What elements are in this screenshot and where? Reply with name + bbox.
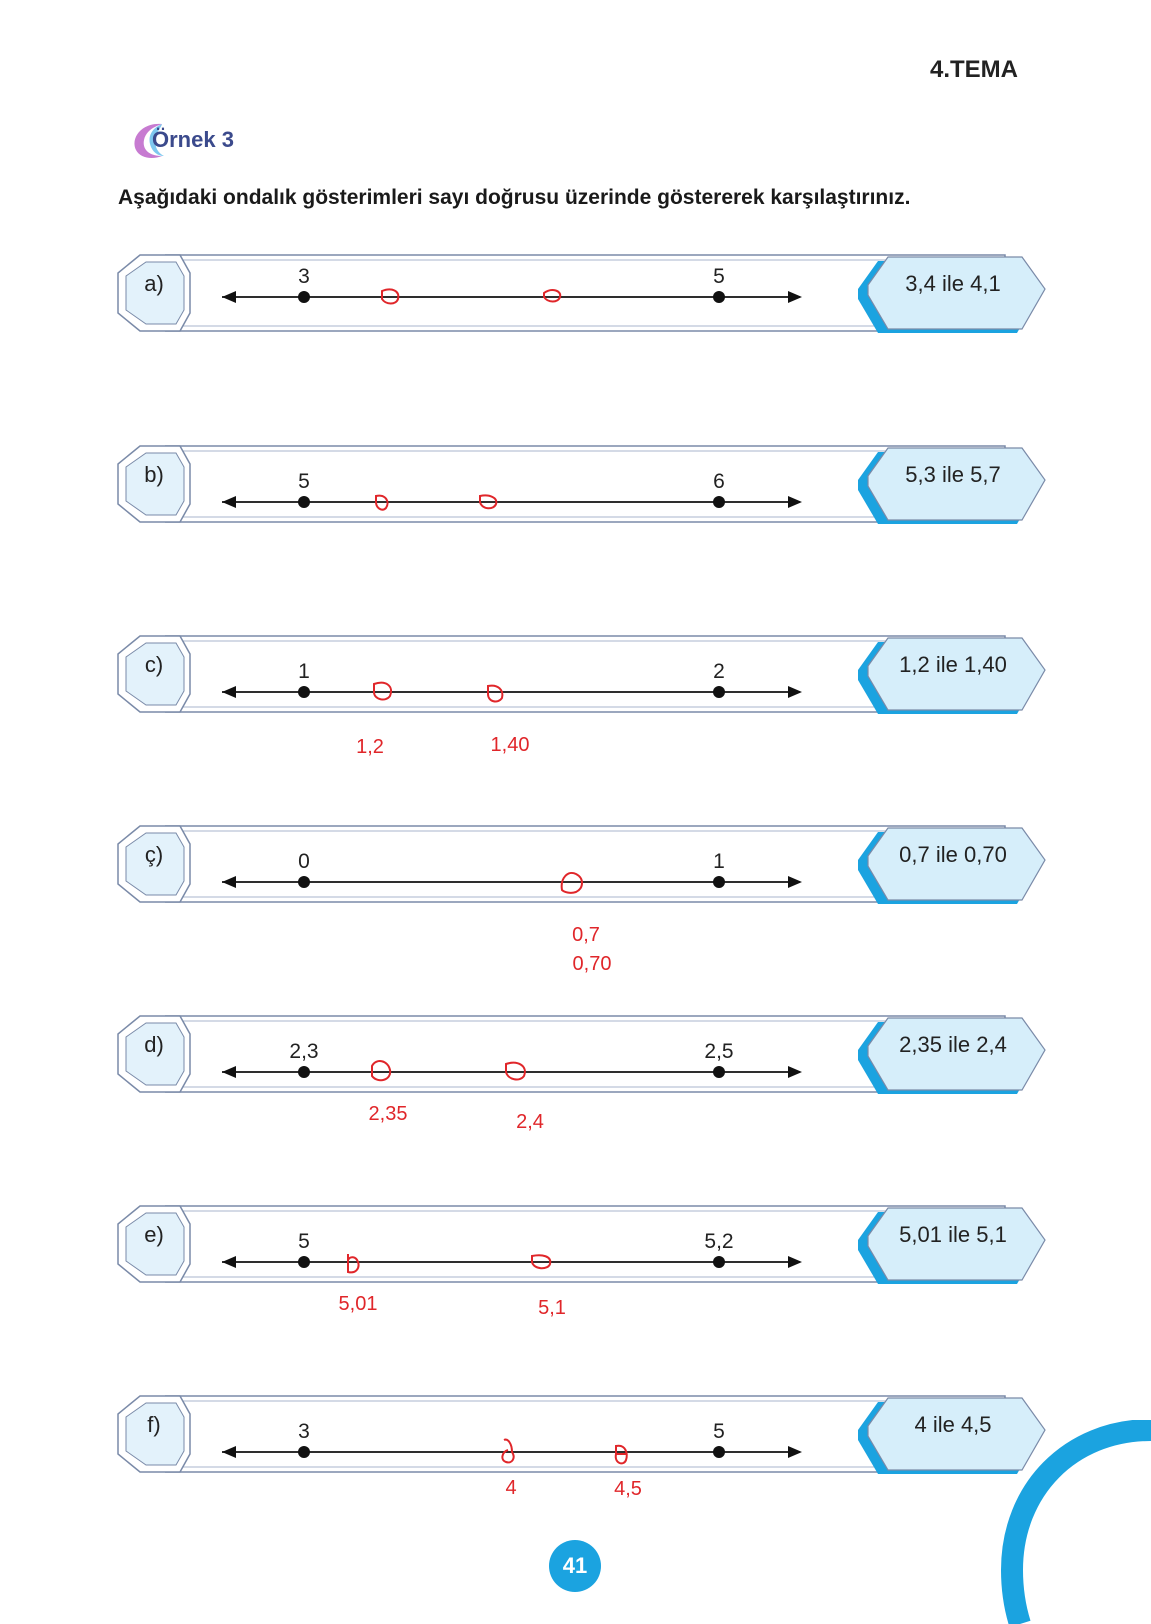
handwritten-mark [487,684,504,703]
right-tick-label: 5,2 [704,1230,734,1253]
handwritten-mark [381,288,400,305]
instruction-text: Aşağıdaki ondalık gösterimleri sayı doğr… [118,186,911,209]
example-swirl-icon [134,123,164,158]
left-tick-label: 2,3 [289,1040,319,1063]
exercise-letter: c) [144,652,164,677]
exercise-f: f) 4 ile 4,5 3 5 [0,1374,1151,1494]
right-point [713,291,725,303]
right-tick-label: 2,5 [704,1040,734,1063]
handwritten-label: 1,40 [490,734,530,756]
handwritten-label: 2,35 [368,1103,408,1125]
handwritten-label: 4,5 [614,1478,642,1500]
exercise-frame [117,635,1046,714]
left-tick-label: 5 [298,470,310,493]
exercise-frame [117,825,1046,904]
left-tick-label: 1 [298,660,310,683]
exercise-d: d) 2,35 ile 2,4 2,3 2,5 [0,994,1151,1114]
exercise-b: b) 5,3 ile 5,7 5 6 [0,424,1151,544]
left-point [298,876,310,888]
comparison-pair: 3,4 ile 4,1 [905,271,1001,296]
handwritten-mark [505,1061,526,1081]
corner-arc-decoration [1000,1420,1151,1624]
exercise-letter: ç) [144,842,164,867]
exercise-e: e) 5,01 ile 5,1 5 5,2 [0,1184,1151,1304]
exercise-letter: f) [147,1412,161,1437]
exercise-frame [117,254,1046,333]
exercise-letter: e) [144,1222,164,1247]
exercise-letter: a) [144,271,164,296]
exercise-letter: b) [144,462,164,487]
right-point [713,1256,725,1268]
handwritten-mark [501,1438,515,1464]
page-number: 41 [549,1540,601,1592]
exercise-cedilla: ç) 0,7 ile 0,70 0 1 [0,804,1151,924]
handwritten-mark [560,872,583,894]
exercise-frame [117,445,1046,524]
handwritten-mark [531,1254,552,1270]
right-tick-label: 2 [713,660,725,683]
theme-heading: 4.TEMA [930,56,1019,83]
handwritten-label: 0,7 [572,924,600,946]
example-badge: Örnek 3 [128,118,288,162]
right-point [713,876,725,888]
right-tick-label: 1 [713,850,725,873]
left-tick-label: 3 [298,1420,310,1443]
handwritten-label: 5,1 [538,1297,566,1319]
right-tick-label: 5 [713,265,725,288]
handwritten-mark [543,289,562,303]
left-point [298,496,310,508]
left-tick-label: 5 [298,1230,310,1253]
right-point [713,686,725,698]
handwritten-mark [371,1060,392,1082]
comparison-pair: 2,35 ile 2,4 [899,1032,1007,1057]
right-point [713,496,725,508]
right-tick-label: 6 [713,470,725,493]
handwritten-mark [347,1254,360,1274]
comparison-pair: 5,3 ile 5,7 [905,462,1001,487]
left-point [298,1446,310,1458]
exercise-frame [117,1205,1046,1284]
handwritten-mark [375,494,389,511]
handwritten-label: 0,70 [572,953,612,975]
handwritten-label: 1,2 [356,736,384,758]
handwritten-label: 4 [505,1477,517,1499]
comparison-pair: 0,7 ile 0,70 [899,842,1007,867]
comparison-pair: 5,01 ile 5,1 [899,1222,1007,1247]
exercise-letter: d) [144,1032,164,1057]
exercise-c: c) 1,2 ile 1,40 1 2 [0,614,1151,734]
example-label: Örnek 3 [152,127,234,152]
handwritten-label: 2,4 [516,1111,544,1133]
left-point [298,1066,310,1078]
exercise-frame [117,1015,1046,1094]
left-tick-label: 3 [298,265,310,288]
handwritten-label: 5,01 [338,1293,378,1315]
handwritten-mark [614,1444,628,1465]
right-tick-label: 5 [713,1420,725,1443]
left-tick-label: 0 [298,850,310,873]
exercise-frame [117,1395,1046,1474]
comparison-pair: 4 ile 4,5 [914,1412,992,1437]
left-point [298,1256,310,1268]
left-point [298,291,310,303]
comparison-pair: 1,2 ile 1,40 [899,652,1007,677]
right-point [713,1446,725,1458]
left-point [298,686,310,698]
right-point [713,1066,725,1078]
handwritten-mark [373,681,392,701]
handwritten-mark [479,494,498,510]
exercise-a: a) 3,4 ile 4,1 3 5 [0,233,1151,353]
